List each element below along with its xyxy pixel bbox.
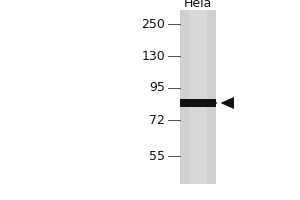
Text: 130: 130	[141, 49, 165, 62]
Bar	[189, 10, 207, 184]
Text: 72: 72	[149, 114, 165, 127]
Text: 55: 55	[149, 150, 165, 162]
Text: Hela: Hela	[184, 0, 212, 10]
Polygon shape	[220, 97, 234, 109]
Text: 95: 95	[149, 81, 165, 94]
Bar	[180, 99, 216, 107]
Bar	[180, 10, 216, 184]
Text: 250: 250	[141, 18, 165, 30]
